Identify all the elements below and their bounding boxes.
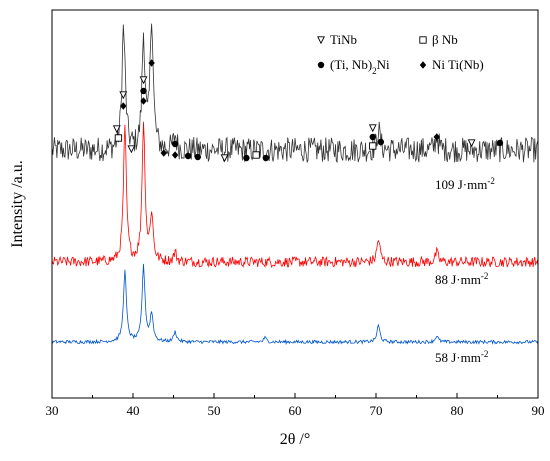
legend-label-2: (Ti, Nb)2Ni (330, 57, 390, 76)
x-tick-label: 80 (451, 403, 464, 418)
phase-marker (171, 151, 179, 159)
phase-marker (433, 133, 440, 141)
legend-marker-0 (317, 36, 325, 45)
phase-marker (262, 154, 270, 162)
x-tick-label: 60 (289, 403, 302, 418)
phase-marker (119, 91, 128, 100)
series-label-1: 88 J·mm-2 (435, 271, 488, 287)
phase-marker (112, 125, 121, 134)
phase-marker (243, 154, 250, 162)
series-line-2 (51, 263, 539, 346)
phase-marker (369, 133, 376, 141)
legend-label-1: β Nb (432, 32, 458, 47)
legend-label-0: TiNb (330, 32, 357, 47)
x-axis-title: 2θ /° (280, 431, 311, 448)
series-line-0 (51, 23, 539, 163)
x-tick-label: 40 (127, 403, 140, 418)
legend-marker-3 (419, 61, 427, 69)
phase-marker (114, 134, 123, 142)
x-tick-label: 50 (208, 403, 221, 418)
series-line-1 (51, 121, 539, 268)
phase-marker (120, 102, 127, 110)
phase-marker (140, 87, 147, 95)
phase-marker (496, 139, 504, 147)
plot-area (51, 23, 539, 346)
phase-marker (127, 145, 136, 154)
x-axis: 30 40 50 60 70 80 90 (46, 393, 545, 418)
x-tick-label: 90 (532, 403, 545, 418)
phase-marker (184, 152, 192, 160)
phase-marker (377, 138, 385, 146)
series-label-2: 58 J·mm-2 (435, 349, 488, 365)
phase-marker (220, 154, 229, 163)
y-axis-title: Intensity /a.u. (9, 160, 26, 248)
x-tick-label: 70 (370, 403, 383, 418)
phase-marker (252, 151, 260, 159)
legend-label-3: Ni Ti(Nb) (432, 57, 484, 72)
phase-marker (194, 153, 201, 161)
phase-marker (140, 97, 147, 105)
phase-marker (368, 124, 377, 133)
x-tick-label: 30 (46, 403, 59, 418)
phase-marker (467, 139, 476, 148)
series-label-0: 109 J·mm-2 (435, 176, 495, 192)
phase-marker (139, 76, 148, 85)
legend-marker-2 (317, 61, 325, 69)
legend-marker-1 (419, 36, 427, 44)
phase-marker (148, 59, 155, 67)
phase-marker (369, 142, 377, 150)
legend: TiNb β Nb (Ti, Nb)2Ni Ni Ti(Nb) (317, 32, 484, 76)
phase-marker (160, 149, 167, 157)
series-labels: 109 J·mm-2 88 J·mm-2 58 J·mm-2 (435, 176, 495, 365)
phase-marker (171, 140, 179, 148)
